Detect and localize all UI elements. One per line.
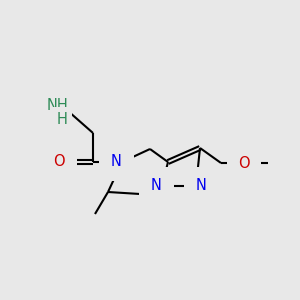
Text: N: N bbox=[111, 154, 122, 169]
Text: O: O bbox=[53, 154, 65, 169]
Text: H: H bbox=[57, 112, 68, 127]
Text: O: O bbox=[238, 155, 250, 170]
Text: N: N bbox=[196, 178, 207, 194]
Text: N: N bbox=[151, 178, 162, 194]
Text: NH: NH bbox=[46, 98, 68, 113]
